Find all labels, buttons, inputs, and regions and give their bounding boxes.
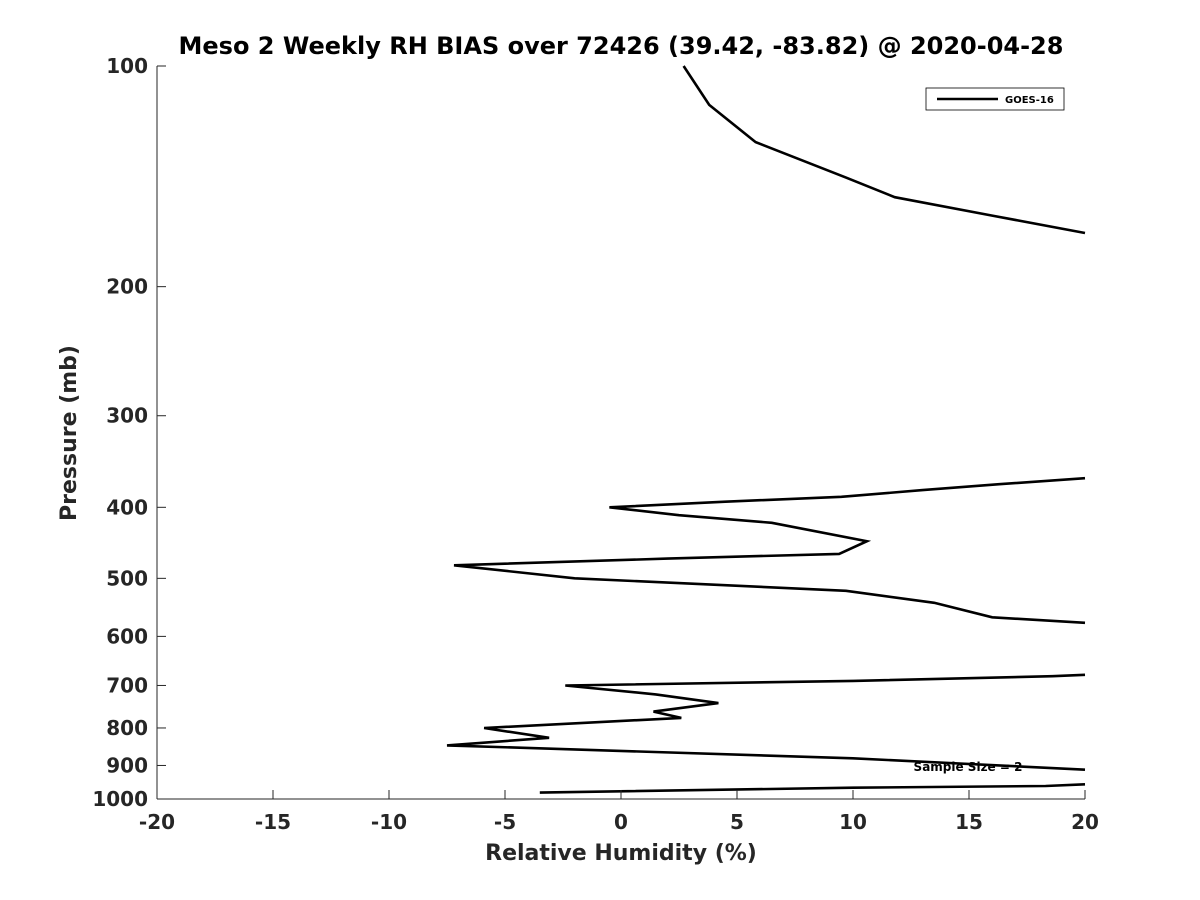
series-line-1-segment-1	[682, 65, 1086, 235]
x-axis-label: Relative Humidity (%)	[485, 841, 757, 866]
x-axis-ticks: -20 -15 -10 -5 0 5 10 15 20	[139, 790, 1099, 834]
x-tick-label: 20	[1071, 810, 1099, 834]
y-tick-label: 200	[106, 275, 148, 299]
series-line-1-segment-4	[539, 783, 1086, 794]
sample-size-annotation: Sample Size = 2	[914, 760, 1023, 774]
series-line-1-segment-2	[453, 476, 1086, 625]
x-tick-label: -5	[494, 810, 516, 834]
y-tick-label: 900	[106, 753, 148, 777]
y-tick-label: 400	[106, 495, 148, 519]
legend: GOES-16	[925, 87, 1065, 111]
y-tick-label: 1000	[92, 787, 148, 811]
x-tick-label: 5	[730, 810, 744, 834]
x-tick-label: 10	[839, 810, 867, 834]
y-axis-ticks: 100 200 300 400 500 600 700 800 900 1000	[92, 54, 166, 811]
y-tick-label: 100	[106, 54, 148, 78]
y-axis-label: Pressure (mb)	[57, 345, 82, 521]
legend-entry-goes16: GOES-16	[1005, 95, 1054, 106]
y-tick-label: 500	[106, 566, 148, 590]
plot-area	[157, 66, 1085, 799]
x-tick-label: -10	[371, 810, 407, 834]
x-tick-label: -15	[255, 810, 291, 834]
y-tick-label: 600	[106, 624, 148, 648]
y-tick-label: 800	[106, 716, 148, 740]
x-tick-label: -20	[139, 810, 175, 834]
y-tick-label: 700	[106, 673, 148, 697]
axes-background	[157, 66, 1085, 799]
y-tick-label: 300	[106, 404, 148, 428]
x-tick-label: 15	[955, 810, 983, 834]
chart-title: Meso 2 Weekly RH BIAS over 72426 (39.42,…	[179, 32, 1064, 60]
x-tick-label: 0	[614, 810, 628, 834]
series-layer	[446, 65, 1086, 794]
series-line-1-segment-3	[446, 673, 1086, 771]
